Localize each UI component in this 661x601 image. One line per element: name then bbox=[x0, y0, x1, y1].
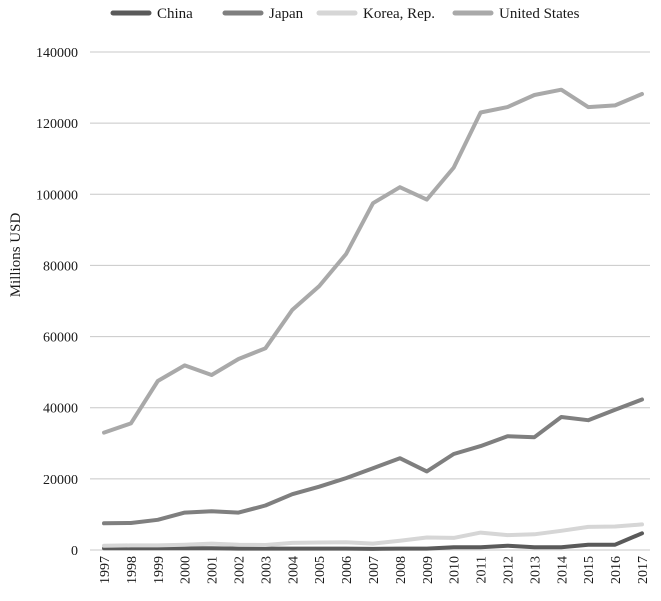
series-line-united-states bbox=[102, 87, 644, 435]
x-tick-label: 2013 bbox=[528, 556, 543, 584]
x-tick-label: 2006 bbox=[340, 556, 355, 584]
series-line-japan bbox=[102, 397, 644, 526]
y-tick-label: 60000 bbox=[43, 331, 78, 346]
x-tick-label: 2011 bbox=[475, 556, 490, 583]
x-tick-label: 2009 bbox=[421, 556, 436, 584]
y-axis-title: Millions USD bbox=[8, 213, 24, 298]
x-tick-label: 2010 bbox=[448, 556, 463, 584]
legend-label: Japan bbox=[269, 6, 304, 22]
x-tick-label: 2007 bbox=[367, 556, 382, 584]
legend: China Japan Korea, Rep. United States bbox=[110, 6, 580, 22]
y-tick-label: 0 bbox=[71, 544, 78, 559]
x-tick-label: 2017 bbox=[636, 556, 651, 584]
y-tick-label: 40000 bbox=[43, 402, 78, 417]
x-axis-tick-labels: 1997 1998 1999 2000 2001 2002 2003 2004 2005 2006… bbox=[98, 556, 651, 584]
x-tick-label: 2014 bbox=[555, 556, 570, 584]
y-axis-tick-labels: 0 20000 40000 60000 80000 100000 120000 140000 bbox=[36, 46, 78, 559]
series-line-korea-rep bbox=[102, 522, 644, 548]
x-tick-label: 1999 bbox=[152, 556, 167, 584]
x-tick-label: 2001 bbox=[206, 556, 221, 584]
legend-label: United States bbox=[499, 6, 580, 22]
x-tick-label: 1998 bbox=[125, 556, 140, 584]
y-tick-label: 80000 bbox=[43, 259, 78, 274]
x-tick-label: 2008 bbox=[394, 556, 409, 584]
x-tick-label: 2003 bbox=[259, 556, 274, 584]
x-tick-label: 1997 bbox=[98, 556, 113, 584]
legend-label: China bbox=[157, 6, 193, 22]
y-tick-label: 140000 bbox=[36, 46, 78, 61]
y-tick-label: 120000 bbox=[36, 117, 78, 132]
x-tick-label: 2015 bbox=[582, 556, 597, 584]
series-lines bbox=[102, 87, 644, 551]
x-tick-label: 2000 bbox=[179, 556, 194, 584]
x-tick-label: 2004 bbox=[286, 556, 301, 584]
gridlines bbox=[90, 51, 650, 551]
y-tick-label: 100000 bbox=[36, 188, 78, 203]
x-tick-label: 2002 bbox=[233, 556, 248, 584]
x-tick-label: 2012 bbox=[502, 556, 517, 584]
x-tick-label: 2016 bbox=[609, 556, 624, 584]
x-tick-label: 2005 bbox=[313, 556, 328, 584]
series-line-china bbox=[102, 531, 644, 551]
y-tick-label: 20000 bbox=[43, 473, 78, 488]
legend-label: Korea, Rep. bbox=[363, 6, 435, 22]
